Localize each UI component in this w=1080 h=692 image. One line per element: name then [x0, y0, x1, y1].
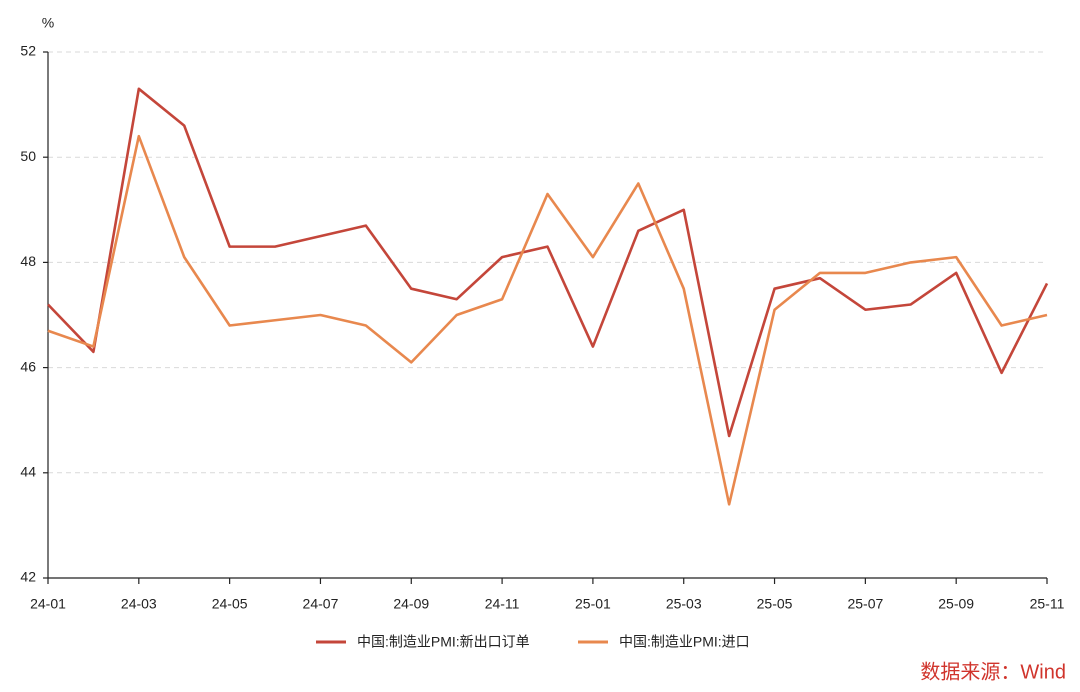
y-tick-label: 46 [20, 358, 36, 374]
legend-label: 中国:制造业PMI:进口 [619, 634, 750, 650]
x-tick-label: 25-01 [575, 596, 611, 612]
y-tick-label: 48 [20, 253, 36, 269]
x-tick-label: 25-03 [666, 596, 702, 612]
x-tick-label: 25-05 [757, 596, 793, 612]
x-tick-label: 24-09 [393, 596, 429, 612]
x-tick-label: 24-01 [30, 596, 66, 612]
x-tick-label: 24-07 [303, 596, 339, 612]
legend-label: 中国:制造业PMI:新出口订单 [357, 634, 530, 650]
x-tick-label: 24-05 [212, 596, 248, 612]
series-line [47, 134, 1048, 506]
y-tick-label: 50 [20, 148, 36, 164]
series-line [47, 87, 1049, 438]
x-tick-label: 25-09 [938, 596, 974, 612]
y-tick-label: 42 [20, 569, 36, 585]
x-tick-label: 24-11 [485, 596, 520, 612]
x-tick-label: 24-03 [121, 596, 157, 612]
source-note: 数据来源：Wind [920, 660, 1066, 683]
x-tick-label: 25-07 [847, 596, 883, 612]
y-tick-label: 44 [20, 464, 36, 480]
x-tick-label: 25-11 [1030, 596, 1065, 612]
y-unit: % [42, 15, 54, 31]
y-tick-label: 52 [20, 43, 36, 59]
